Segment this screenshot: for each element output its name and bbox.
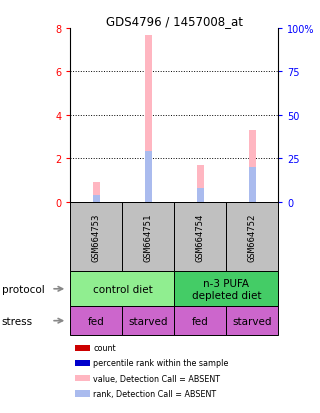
Text: starved: starved bbox=[233, 316, 272, 326]
Bar bbox=[93, 196, 100, 202]
Bar bbox=[227, 306, 278, 335]
Text: value, Detection Call = ABSENT: value, Detection Call = ABSENT bbox=[93, 374, 220, 383]
Bar bbox=[249, 168, 255, 202]
Bar bbox=[70, 272, 174, 306]
Title: GDS4796 / 1457008_at: GDS4796 / 1457008_at bbox=[106, 15, 243, 28]
Bar bbox=[93, 183, 100, 202]
Bar bbox=[123, 202, 174, 272]
Text: GSM664753: GSM664753 bbox=[92, 213, 101, 261]
Bar bbox=[70, 202, 123, 272]
Text: percentile rank within the sample: percentile rank within the sample bbox=[93, 358, 229, 368]
Bar bbox=[123, 306, 174, 335]
Text: fed: fed bbox=[88, 316, 105, 326]
Bar bbox=[145, 36, 152, 202]
Bar bbox=[145, 152, 152, 202]
Text: GSM664751: GSM664751 bbox=[144, 213, 153, 261]
Bar bbox=[197, 166, 204, 202]
Text: rank, Detection Call = ABSENT: rank, Detection Call = ABSENT bbox=[93, 389, 217, 398]
Text: n-3 PUFA
depleted diet: n-3 PUFA depleted diet bbox=[192, 278, 261, 300]
Text: count: count bbox=[93, 343, 116, 352]
Bar bbox=[75, 360, 90, 366]
Bar bbox=[174, 272, 278, 306]
Bar bbox=[75, 375, 90, 382]
Text: starved: starved bbox=[129, 316, 168, 326]
Bar bbox=[70, 306, 123, 335]
Bar bbox=[174, 306, 227, 335]
Bar bbox=[75, 391, 90, 397]
Bar bbox=[174, 202, 227, 272]
Text: GSM664752: GSM664752 bbox=[248, 213, 257, 261]
Text: fed: fed bbox=[192, 316, 209, 326]
Bar bbox=[75, 345, 90, 351]
Bar bbox=[249, 131, 255, 202]
Text: protocol: protocol bbox=[2, 284, 44, 294]
Text: control diet: control diet bbox=[92, 284, 152, 294]
Bar bbox=[227, 202, 278, 272]
Text: GSM664754: GSM664754 bbox=[196, 213, 205, 261]
Text: stress: stress bbox=[2, 316, 33, 326]
Bar bbox=[197, 188, 204, 202]
